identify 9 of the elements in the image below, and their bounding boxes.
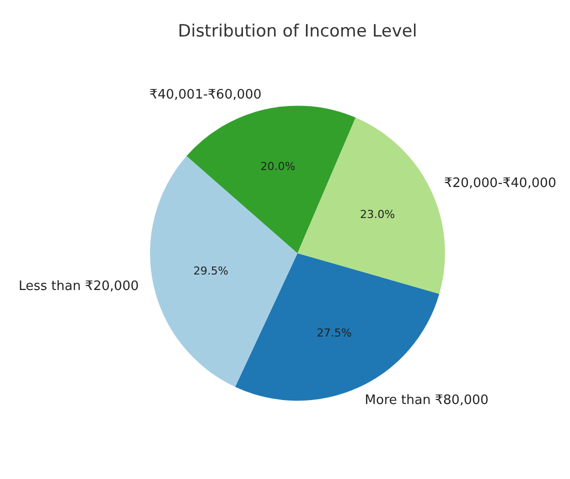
slice-label: More than ₹80,000 bbox=[364, 393, 489, 408]
data-label: 29.5% bbox=[193, 264, 228, 278]
data-label: 20.0% bbox=[260, 160, 296, 173]
data-label: 23.0% bbox=[360, 208, 395, 222]
slice-label: ₹40,001-₹60,000 bbox=[149, 87, 262, 102]
slice-label: Less than ₹20,000 bbox=[18, 279, 139, 294]
slice-label: ₹20,000-₹40,000 bbox=[444, 176, 556, 191]
chart-title: Distribution of Income Level bbox=[178, 22, 418, 42]
data-label: 27.5% bbox=[316, 326, 352, 340]
